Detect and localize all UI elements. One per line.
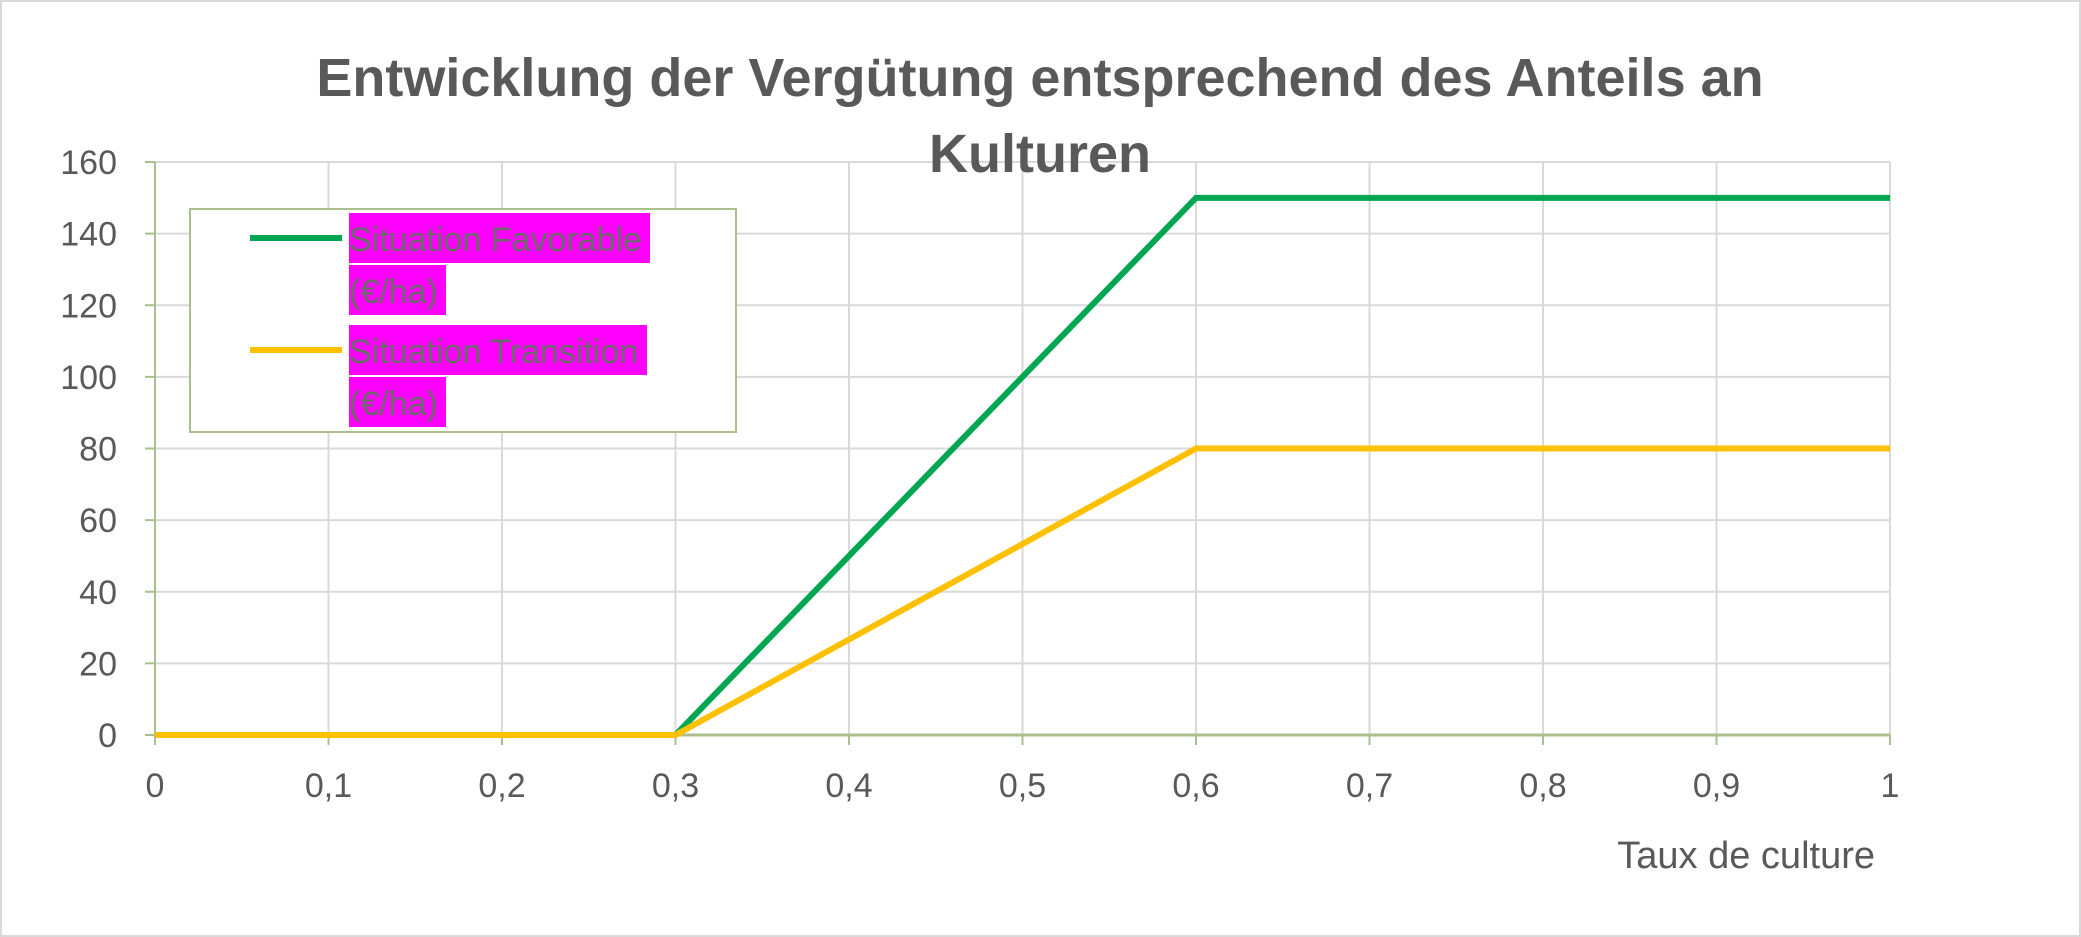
legend-label: (€/ha) bbox=[349, 385, 438, 423]
legend-label-highlight bbox=[349, 325, 647, 375]
y-tick-label: 100 bbox=[60, 359, 117, 397]
y-tick-label: 160 bbox=[60, 144, 117, 182]
x-tick-label: 0,4 bbox=[825, 767, 872, 805]
y-tick-label: 60 bbox=[79, 502, 117, 540]
chart-title-line-2: Kulturen bbox=[929, 124, 1151, 184]
chart-title-line-1: Entwicklung der Vergütung entsprechend d… bbox=[316, 48, 1763, 108]
y-tick-label: 140 bbox=[60, 216, 117, 254]
legend-label: Situation Favorable bbox=[349, 221, 642, 259]
legend-label: Situation Transition bbox=[349, 333, 638, 371]
tick-labels: 0 20 40 60 80 100 120 140 160 0 0,1 0,2 0,3 0,4 0,5 0,6… bbox=[60, 144, 1899, 805]
x-axis-title: Taux de culture bbox=[1617, 835, 1875, 877]
x-tick-label: 0,9 bbox=[1693, 767, 1740, 805]
x-tick-label: 0 bbox=[146, 767, 165, 805]
x-tick-label: 0,3 bbox=[652, 767, 699, 805]
series-line-2 bbox=[155, 445, 1890, 738]
x-tick-label: 0,1 bbox=[305, 767, 352, 805]
y-tick-label: 20 bbox=[79, 645, 117, 683]
legend-label-highlight bbox=[349, 213, 650, 263]
legend: Situation Favorable (€/ha) Situation Trans… bbox=[189, 208, 737, 433]
legend-label-highlight bbox=[349, 377, 446, 427]
y-tick-label: 0 bbox=[98, 717, 117, 755]
x-tick-label: 1 bbox=[1881, 767, 1900, 805]
x-tick-label: 0,8 bbox=[1519, 767, 1566, 805]
y-tick-label: 40 bbox=[79, 574, 117, 612]
y-tick-label: 120 bbox=[60, 287, 117, 325]
x-tick-label: 0,6 bbox=[1172, 767, 1219, 805]
x-tick-label: 0,7 bbox=[1346, 767, 1393, 805]
legend-label: (€/ha) bbox=[349, 273, 438, 311]
x-tick-label: 0,2 bbox=[478, 767, 525, 805]
series-lines bbox=[155, 194, 1890, 738]
x-tick-label: 0,5 bbox=[999, 767, 1046, 805]
y-tick-label: 80 bbox=[79, 431, 117, 469]
legend-label-highlight bbox=[349, 265, 446, 315]
